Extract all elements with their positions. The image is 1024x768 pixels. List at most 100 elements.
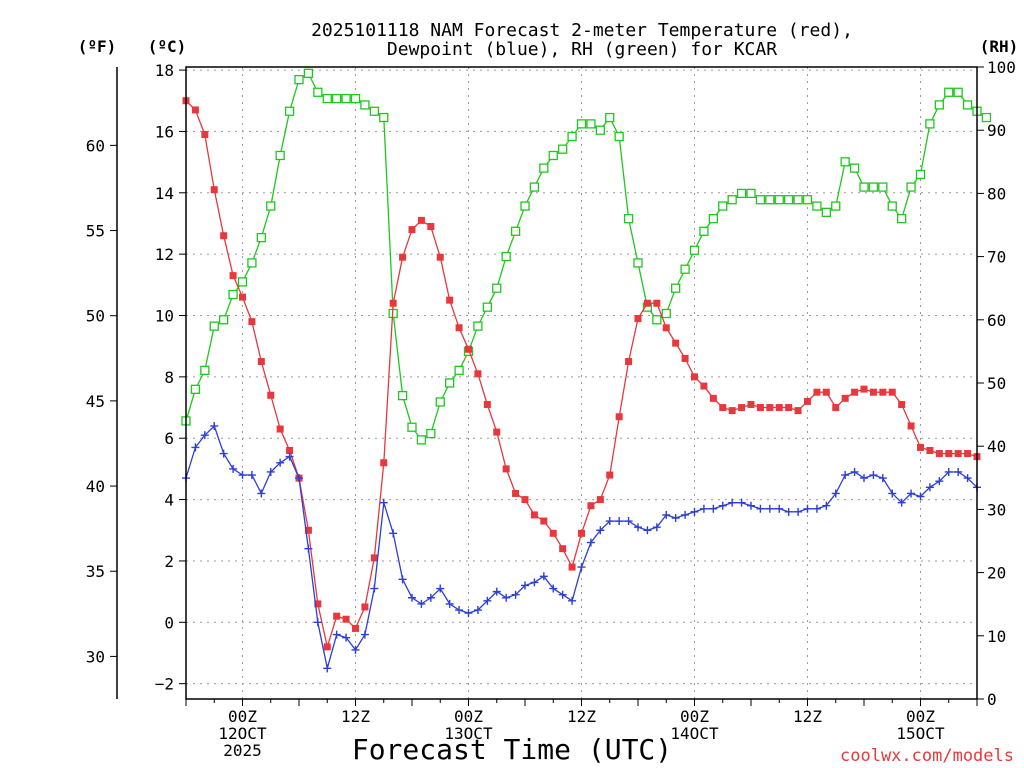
rh-point — [812, 201, 822, 211]
temperature-point — [832, 404, 840, 412]
rh-point — [529, 182, 540, 192]
rh-point — [699, 226, 709, 236]
dewpoint-point — [916, 492, 925, 501]
rh-point — [849, 163, 860, 173]
rh-point — [454, 365, 464, 376]
rh-point — [623, 214, 634, 224]
celsius-tick-label: −2 — [155, 675, 174, 694]
temperature-point — [267, 391, 275, 399]
rh-tick-label: 0 — [987, 690, 997, 709]
rh-point — [755, 195, 766, 205]
rh-point — [878, 182, 888, 192]
dewpoint-point — [888, 489, 897, 498]
rh-point — [228, 289, 238, 300]
rh-point — [567, 131, 577, 142]
rh-point — [369, 106, 379, 116]
dewpoint-point — [878, 474, 887, 483]
rh-point — [774, 195, 784, 205]
temperature-point — [954, 450, 962, 458]
dewpoint-point — [954, 467, 963, 476]
temperature-point — [417, 216, 425, 224]
temperature-point — [766, 404, 774, 412]
temperature-point — [493, 428, 501, 436]
rh-point — [868, 182, 879, 192]
temperature-point — [333, 612, 341, 620]
temperature-point — [879, 388, 887, 396]
rh-point — [953, 87, 963, 97]
temperature-point — [304, 526, 312, 534]
dewpoint-point — [398, 575, 407, 584]
celsius-tick-label: 16 — [155, 122, 174, 141]
temperature-point — [945, 450, 953, 458]
dewpoint-point — [558, 590, 567, 599]
rh-point — [586, 119, 596, 129]
rh-point — [689, 245, 700, 255]
temperature-point — [465, 345, 472, 353]
dewpoint-point — [549, 584, 558, 593]
fahrenheit-tick-label: 50 — [86, 307, 105, 326]
dewpoint-point — [238, 471, 247, 480]
x-tick-label: 12Z — [567, 707, 596, 726]
temperature-point — [483, 400, 491, 408]
temperature-point — [888, 388, 896, 396]
rh-point — [473, 321, 483, 331]
temperature-point — [408, 226, 416, 234]
rh-point — [718, 201, 728, 211]
dewpoint-point — [389, 529, 398, 538]
x-tick-label: 13OCT — [444, 724, 493, 743]
rh-point — [802, 195, 813, 205]
dewpoint-point — [285, 452, 294, 461]
rh-tick-label: 50 — [987, 374, 1006, 393]
dewpoint-point — [699, 504, 708, 513]
rh-point — [275, 150, 285, 161]
dewpoint-point — [662, 510, 671, 519]
temperature-point — [446, 296, 454, 304]
x-tick-label: 12OCT — [218, 724, 267, 743]
rh-point — [332, 93, 342, 104]
dewpoint-point — [925, 483, 934, 492]
rh-point — [708, 214, 718, 224]
x-tick-label: 00Z — [906, 707, 935, 726]
dewpoint-point — [247, 471, 256, 480]
temperature-point — [691, 373, 698, 381]
dewpoint-point — [671, 513, 680, 522]
rh-point — [736, 188, 747, 199]
rh-point — [256, 232, 266, 243]
temperature-point — [191, 106, 199, 114]
celsius-unit-label: (ºC) — [148, 37, 187, 56]
rh-point — [539, 163, 549, 173]
rh-point — [445, 378, 455, 388]
dewpoint-point — [718, 501, 727, 510]
fahrenheit-tick-label: 60 — [86, 136, 105, 155]
rh-unit-label: (RH) — [980, 37, 1019, 56]
x-tick-label: 15OCT — [896, 724, 945, 743]
temperature-point — [643, 299, 651, 307]
dewpoint-point — [652, 523, 661, 532]
temperature-point — [568, 563, 576, 571]
temperature-point — [239, 293, 246, 301]
temperature-point — [248, 318, 256, 326]
dewpoint-point — [521, 581, 529, 590]
rh-point — [793, 195, 803, 205]
fahrenheit-axis: 30 35 40 45 50 55 60 — [86, 67, 118, 699]
dewpoint-point — [850, 467, 859, 476]
temperature-point — [436, 253, 444, 261]
dewpoint-point — [586, 538, 595, 547]
dewpoint-point — [266, 467, 275, 476]
fahrenheit-tick-label: 55 — [86, 222, 105, 241]
x-tick-label: 12Z — [793, 707, 822, 726]
dewpoint-point — [709, 504, 718, 513]
rh-point — [944, 87, 954, 97]
celsius-tick-label: 0 — [164, 613, 174, 632]
dewpoint-point — [765, 504, 774, 513]
temperature-point — [822, 388, 830, 396]
rh-point — [859, 182, 869, 192]
temperature-point — [851, 388, 859, 396]
temperature-point — [935, 450, 943, 458]
rh-point — [510, 226, 521, 236]
temperature-point — [672, 339, 680, 347]
celsius-tick-label: 12 — [155, 245, 174, 264]
dewpoint-point — [643, 526, 652, 535]
rh-tick-label: 90 — [987, 121, 1006, 140]
dewpoint-point — [408, 593, 416, 602]
